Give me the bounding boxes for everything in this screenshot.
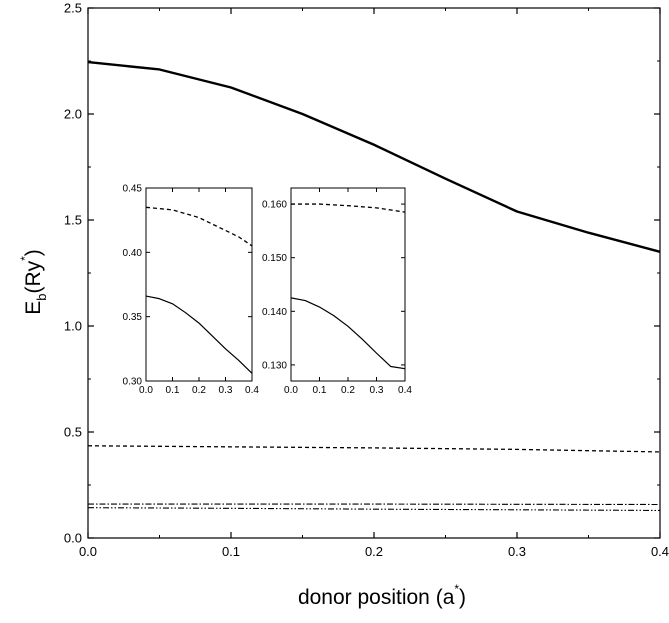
series-line-inset-left-1 [145, 295, 253, 374]
plot-inset-left: 0.0 0.1 0.2 0.3 0.4 0.30 0.35 0.40 0.45 [123, 184, 260, 397]
y-tick-label-inset-left-2: 0.40 [123, 248, 143, 259]
x-tick-label-main-0: 0.0 [79, 544, 97, 559]
y-tick-label-inset-left-3: 0.45 [123, 184, 143, 195]
y-tick-label-inset-right-2: 0.150 [262, 253, 287, 264]
series-line-inset-right-1 [290, 297, 406, 370]
y-tick-label-inset-left-1: 0.35 [123, 312, 143, 323]
series-line-inset-left-0 [145, 206, 253, 247]
x-tick-label-main-4: 0.4 [651, 544, 669, 559]
plot-inset-right: 0.0 0.1 0.2 0.3 0.4 0.130 0.140 0.150 0.160 [262, 187, 412, 396]
x-tick-label-inset-left-3: 0.3 [219, 385, 233, 396]
series-line-main-3 [87, 507, 661, 511]
plot-area-inset-left [146, 188, 252, 381]
y-tick-label-inset-left-0: 0.30 [123, 377, 143, 388]
y-tick-label-inset-right-1: 0.140 [262, 307, 287, 318]
x-tick-label-inset-right-3: 0.3 [370, 385, 384, 396]
y-tick-label-main-3: 1.5 [64, 213, 82, 228]
x-axis-label: donor position (a*) [298, 582, 466, 609]
x-tick-label-inset-left-0: 0.0 [139, 385, 153, 396]
plot-area-inset-right [291, 188, 405, 381]
y-axis-label: Eb(Ry*) [18, 249, 49, 315]
x-tick-label-main-3: 0.3 [508, 544, 526, 559]
series-line-inset-right-0 [291, 203, 406, 213]
x-tick-label-main-1: 0.1 [222, 544, 240, 559]
x-tick-label-inset-right-0: 0.0 [284, 385, 298, 396]
x-tick-label-inset-right-2: 0.2 [341, 385, 355, 396]
x-tick-label-main-2: 0.2 [365, 544, 383, 559]
x-tick-label-inset-left-2: 0.2 [192, 385, 206, 396]
y-tick-label-main-0: 0.0 [64, 531, 82, 546]
y-tick-label-main-5: 2.5 [64, 1, 82, 16]
x-tick-label-inset-left-1: 0.1 [166, 385, 180, 396]
x-tick-label-inset-right-4: 0.4 [398, 385, 412, 396]
y-tick-label-main-4: 2.0 [64, 107, 82, 122]
x-tick-label-inset-right-1: 0.1 [313, 385, 327, 396]
series-line-main-0 [87, 60, 661, 253]
y-tick-label-main-2: 1.0 [64, 319, 82, 334]
y-tick-label-inset-right-0: 0.130 [262, 360, 287, 371]
series-line-main-1 [87, 445, 661, 453]
x-tick-label-inset-left-4: 0.4 [245, 385, 259, 396]
y-tick-label-inset-right-3: 0.160 [262, 200, 287, 211]
y-tick-label-main-1: 0.5 [64, 425, 82, 440]
